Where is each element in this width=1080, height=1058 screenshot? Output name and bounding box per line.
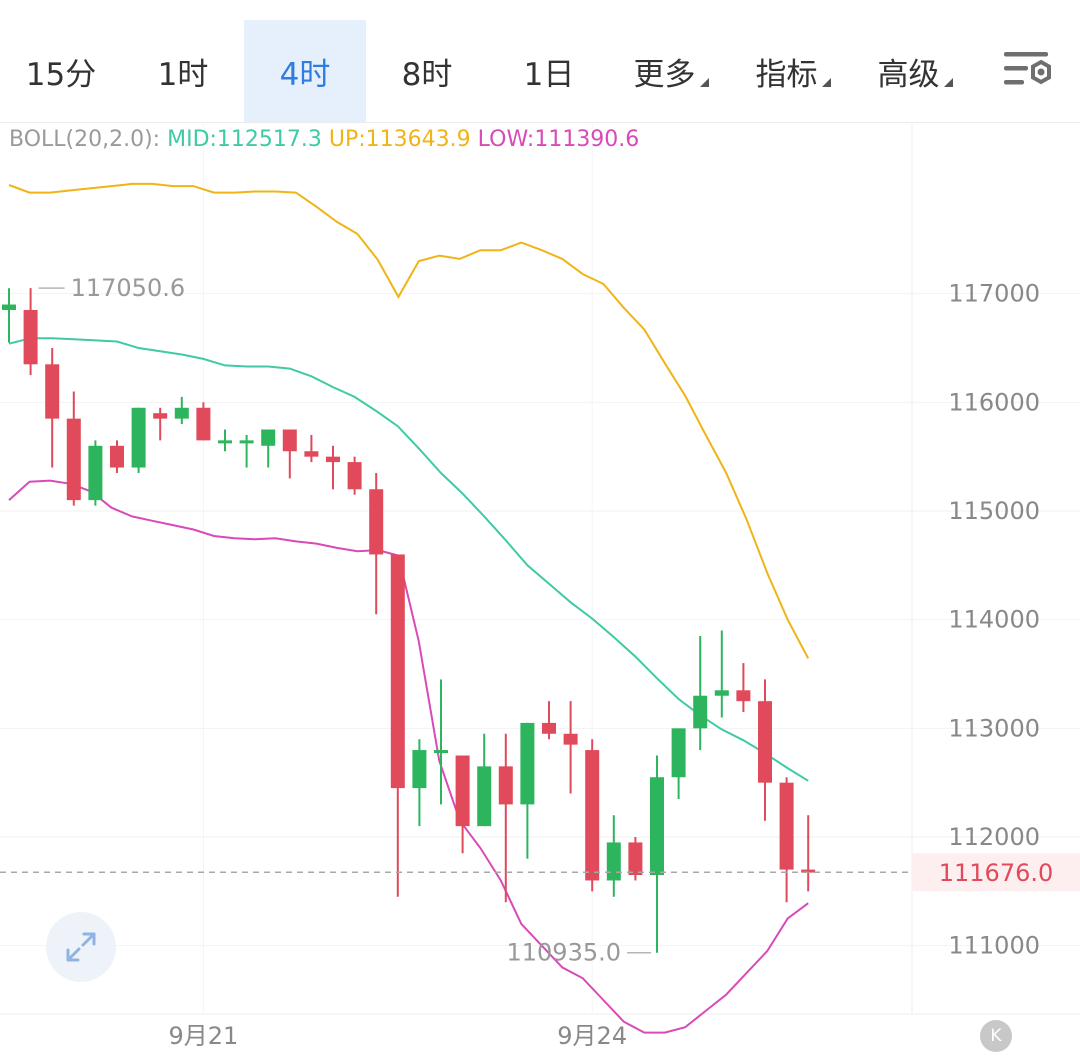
candlestick-chart[interactable]: 111000 112000 113000 114000 115000 116000 1170… <box>0 122 1080 1058</box>
boll-label: BOLL(20,2.0): <box>9 127 161 152</box>
candle-body <box>304 451 319 457</box>
boll-legend: BOLL(20,2.0): MID:112517.3 UP:113643.9 L… <box>9 127 639 152</box>
candle-body <box>369 489 384 555</box>
candle-body <box>347 462 362 490</box>
boll-low-line <box>8 479 809 1034</box>
tab-15m[interactable]: 15分 <box>0 20 122 122</box>
candle-body <box>390 554 405 789</box>
y-tick-label: 111000 <box>948 932 1040 960</box>
timeframe-tabbar: 15分 1时 4时 8时 1日 更多 指标 高级 <box>0 0 1080 122</box>
boll-up-value: UP:113643.9 <box>328 127 471 152</box>
y-tick-label: 114000 <box>948 606 1040 634</box>
candle-body <box>261 429 276 446</box>
y-tick-label: 117000 <box>948 280 1040 308</box>
last-price-tag-bg <box>912 853 1080 892</box>
candle-body <box>110 445 124 468</box>
candle-body <box>88 445 103 501</box>
candle-body <box>434 750 448 754</box>
candle-body <box>66 418 81 501</box>
tab-label: 指标 <box>755 56 818 93</box>
y-tick-label: 113000 <box>948 714 1040 742</box>
tab-8h[interactable]: 8时 <box>366 20 488 122</box>
candle-body <box>628 842 643 876</box>
candle-body <box>455 755 470 827</box>
dropdown-triangle-icon <box>821 77 831 87</box>
candle-body <box>758 701 772 783</box>
tab-label: 1时 <box>157 56 209 93</box>
candle-body <box>174 407 189 419</box>
candle-body <box>650 777 664 876</box>
y-tick-label: 115000 <box>948 497 1040 525</box>
tab-more-dropdown[interactable]: 更多 <box>610 20 732 122</box>
candle-body <box>606 842 621 881</box>
candle-body <box>542 722 556 734</box>
boll-up-line <box>8 182 810 659</box>
candle-body <box>239 440 254 444</box>
candle-body <box>520 722 535 805</box>
tab-1d[interactable]: 1日 <box>488 20 610 122</box>
tab-indicators-dropdown[interactable]: 指标 <box>732 20 854 122</box>
tab-1h[interactable]: 1时 <box>122 20 244 122</box>
tab-label: 4时 <box>279 56 331 93</box>
tab-advanced-dropdown[interactable]: 高级 <box>854 20 976 122</box>
candle-body <box>196 407 211 441</box>
boll-low-value: LOW:111390.6 <box>477 127 640 152</box>
candle-body <box>45 364 60 419</box>
candle-body <box>563 733 578 745</box>
boll-mid-value: MID:112517.3 <box>167 127 322 152</box>
x-tick-label: 9月21 <box>168 1022 238 1050</box>
chart-settings-icon[interactable] <box>1000 48 1056 92</box>
k-logo-button[interactable]: K <box>980 1020 1012 1052</box>
expand-button[interactable] <box>46 912 116 982</box>
tab-label: 高级 <box>877 56 940 93</box>
candle-body <box>218 440 232 444</box>
tab-label: 8时 <box>401 56 453 93</box>
candle-body <box>412 750 427 789</box>
high-marker-label: 117050.6 <box>71 274 186 302</box>
candle-body <box>498 766 513 805</box>
tab-label: 更多 <box>633 56 696 93</box>
dropdown-triangle-icon <box>943 77 953 87</box>
candle-body <box>714 690 729 696</box>
x-tick-label: 9月24 <box>557 1022 627 1050</box>
expand-arrows-icon <box>66 932 96 962</box>
candle-body <box>779 782 794 870</box>
candle-body <box>477 766 492 827</box>
candle-body <box>2 304 16 310</box>
candle-body <box>131 407 146 468</box>
candle-body <box>671 728 686 778</box>
tab-4h[interactable]: 4时 <box>244 20 366 122</box>
candle-body <box>282 429 297 452</box>
low-marker-label: 110935.0 <box>506 939 621 967</box>
last-price-tag: 111676.0 <box>939 859 1054 887</box>
boll-mid-line <box>8 337 809 782</box>
candle-body <box>326 456 340 463</box>
dropdown-triangle-icon <box>699 77 709 87</box>
candle-body <box>736 690 751 702</box>
y-tick-label: 116000 <box>948 388 1040 416</box>
candle-body <box>693 695 708 729</box>
candle-body <box>23 309 38 365</box>
y-tick-label: 112000 <box>948 823 1040 851</box>
candle-body <box>585 750 600 881</box>
tab-label: 15分 <box>25 56 97 93</box>
candle-body <box>153 413 168 419</box>
candle-body <box>801 869 816 873</box>
tab-label: 1日 <box>523 56 575 93</box>
k-logo-icon: K <box>990 1026 1002 1046</box>
